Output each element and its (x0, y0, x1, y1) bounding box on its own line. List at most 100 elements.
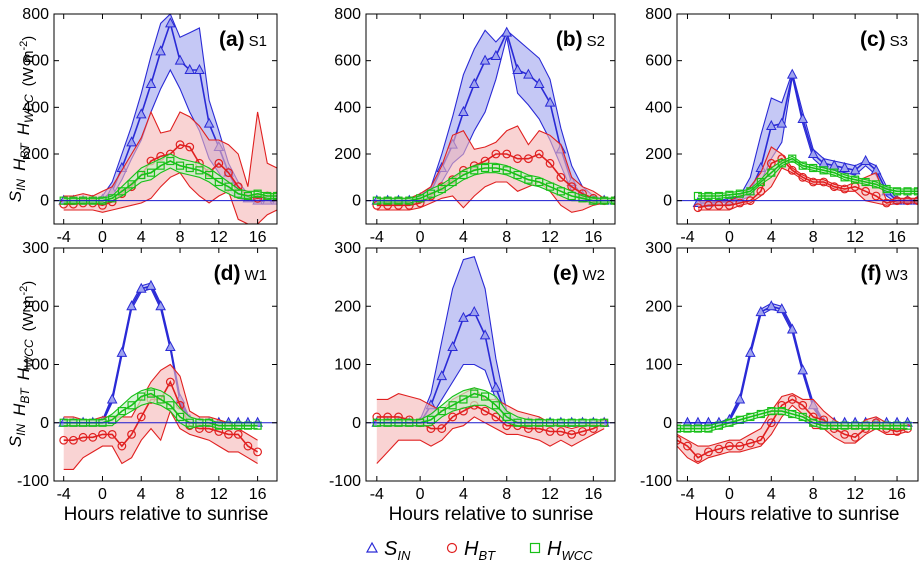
site-label: S2 (587, 33, 605, 50)
y-tick-label: 300 (645, 240, 672, 257)
plot-area (677, 300, 913, 465)
x-tick-label: 8 (176, 229, 185, 246)
h-bt-legend-marker (446, 542, 458, 554)
h-wcc-point (127, 401, 136, 410)
y-tick-label: 200 (645, 298, 672, 315)
y-tick-label: 200 (645, 146, 672, 163)
h-wcc-point (756, 409, 765, 419)
y-tick-label: 0 (352, 415, 361, 432)
s-in-point (174, 54, 186, 65)
x-tick-label: 4 (459, 486, 468, 503)
h-bt-point (567, 430, 577, 439)
y-axis-subscript: IN (14, 424, 28, 436)
h-bt-point (175, 140, 185, 150)
y-tick-label: 0 (663, 193, 672, 210)
y-tick-label: 800 (334, 6, 361, 23)
s-in-point (479, 329, 491, 340)
h-wcc-point (567, 191, 576, 201)
h-wcc-point (819, 421, 828, 430)
y-tick-label: 800 (645, 6, 672, 23)
h-bt-point (683, 441, 692, 451)
h-wcc-point (788, 154, 797, 163)
y-axis-subscript: BT (18, 142, 32, 159)
h-wcc-point (224, 182, 233, 191)
h-bt-point (850, 432, 860, 442)
h-wcc-point (175, 161, 185, 170)
h-bt-point (545, 158, 555, 168)
h-wcc-point (892, 421, 902, 430)
x-tick-label: 0 (416, 486, 425, 503)
h-wcc-point (840, 421, 849, 430)
s-in-point (479, 54, 491, 65)
x-tick-label: 0 (416, 229, 425, 246)
h-bt-point (98, 430, 107, 439)
y-tick-label: 400 (645, 99, 672, 116)
h-bt-point (491, 149, 501, 159)
x-tick-label: 4 (459, 229, 468, 246)
h-wcc-point (243, 421, 253, 430)
h-wcc-point (524, 175, 533, 184)
panel-letter: (b) (556, 28, 583, 51)
h-wcc-point (903, 421, 912, 430)
x-tick-label: 12 (541, 229, 559, 246)
h-bt-point (233, 430, 243, 439)
h-bt-point (798, 400, 808, 410)
h-wcc-point (871, 421, 881, 430)
y-axis-unit: (W m (20, 51, 37, 87)
h-wcc-point (166, 401, 175, 410)
panel-letter: (c) (860, 28, 886, 51)
h-wcc-point (704, 191, 713, 201)
h-wcc-point (437, 407, 446, 416)
h-wcc-point (545, 182, 555, 191)
h-bt-lower-line (698, 167, 918, 211)
y-tick-label: 0 (352, 193, 361, 210)
s-in-point (765, 119, 777, 130)
h-bt-point (745, 438, 755, 448)
h-wcc-point (798, 412, 807, 422)
h-wcc-point (470, 166, 479, 175)
h-wcc-point (175, 412, 185, 422)
s-in-point (116, 346, 128, 357)
panel-letter: (e) (553, 262, 579, 285)
y-axis-unit-close: ) (20, 36, 37, 41)
x-tick-label: 0 (98, 229, 107, 246)
s-in-point (126, 136, 137, 147)
h-wcc-point (903, 187, 912, 196)
h-wcc-point (166, 156, 175, 166)
s-in-point (447, 340, 458, 352)
s-in-point (786, 323, 798, 334)
h-wcc-point (127, 180, 136, 189)
panel-label: (f) W3 (861, 262, 908, 285)
s-in-point (490, 49, 502, 60)
x-tick-label: 12 (210, 229, 228, 246)
legend-label: HBT (464, 538, 496, 563)
s-in-point (745, 346, 756, 357)
s-in-point (468, 306, 480, 317)
h-wcc-point (491, 163, 501, 173)
h-bt-upper-line (63, 110, 277, 197)
panel-label: (a) S1 (219, 28, 267, 51)
h-bt-point (840, 430, 850, 439)
h-wcc-point (767, 407, 776, 416)
h-wcc-point (491, 401, 501, 410)
h-wcc-point (851, 175, 860, 184)
h-bt-mean-line (697, 157, 918, 209)
x-tick-label: 0 (725, 486, 734, 503)
panel-s1: -4 0 4 8 12 16 0 200 400 600 800 (a) S1 (22, 6, 278, 246)
h-wcc-point (677, 424, 682, 433)
h-wcc-legend-marker (529, 542, 541, 554)
h-wcc-point (819, 166, 828, 175)
plot-area (58, 279, 263, 470)
y-tick-label: 600 (645, 53, 672, 70)
h-wcc-point (234, 189, 243, 198)
panel-w1: -4 0 4 8 12 16 -100 0 100 200 300 (d) W1 (17, 240, 278, 503)
y-tick-label: 200 (334, 298, 361, 315)
x-tick-label: 0 (725, 229, 734, 246)
y-axis-subscript: BT (18, 387, 32, 404)
s-in-point (755, 306, 767, 317)
panel-s2: -4 0 4 8 12 16 0 200 400 600 800 (b) S2 (334, 6, 616, 246)
h-wcc-point (798, 161, 807, 170)
x-tick-label: 4 (767, 486, 776, 503)
h-bt-point (808, 177, 818, 187)
